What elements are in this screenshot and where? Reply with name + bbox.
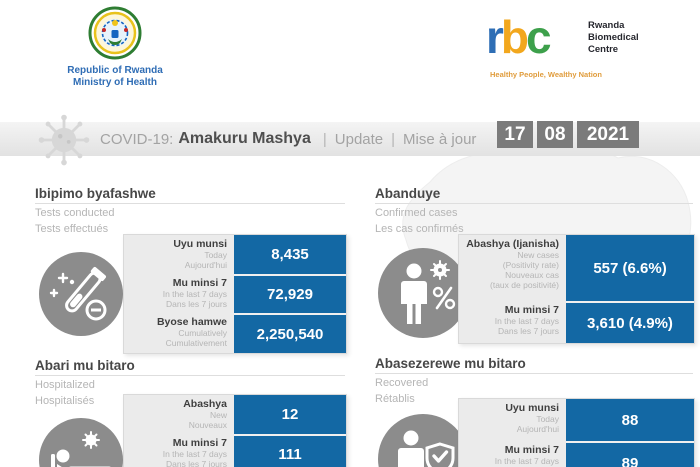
divider <box>35 375 345 376</box>
row-label: Mu minsi 7 <box>504 304 559 316</box>
row-label: Byose hamwe <box>156 316 227 328</box>
section-subtitle-en: Recovered <box>375 377 429 389</box>
section-subtitle-fr: Rétablis <box>375 393 415 405</box>
section-title: Abari mu bitaro <box>35 358 135 373</box>
divider <box>35 203 345 204</box>
hospitalized-data-card: Abashya New Nouveaux 12 Mu minsi 7 In th… <box>123 394 347 467</box>
row-value: 8,435 <box>234 235 346 274</box>
data-row: Mu minsi 7 In the last 7 days Dans les 7… <box>459 301 694 343</box>
row-label: Mu minsi 7 <box>504 444 559 456</box>
virus-icon <box>34 110 94 175</box>
banner-covid-label: COVID-19: <box>100 130 174 148</box>
section-title: Abasezerewe mu bitaro <box>375 356 526 371</box>
person-shield-icon <box>378 414 468 467</box>
data-row: Uyu munsi Today Aujourd'hui 8,435 <box>124 235 346 274</box>
row-label: Mu minsi 7 <box>172 437 227 449</box>
banner-text: COVID-19: Amakuru Mashya | Update | Mise à jo… <box>100 130 477 148</box>
confirmed-data-card: Abashya (Ijanisha) New cases (Positivity… <box>458 234 695 344</box>
section-confirmed: Abanduye Confirmed cases Les cas confirm… <box>375 186 695 344</box>
person-virus-icon <box>378 248 468 338</box>
row-value: 111 <box>234 434 346 467</box>
rbc-logo-letters: rbc <box>486 11 552 63</box>
date-month: 08 <box>537 121 573 148</box>
divider <box>375 373 693 374</box>
section-title: Abanduye <box>375 186 441 201</box>
banner-update-label: Update <box>334 130 384 148</box>
test-tube-icon <box>39 252 123 336</box>
row-value: 72,929 <box>234 274 346 313</box>
rbc-tagline: Healthy People, Wealthy Nation <box>490 70 602 79</box>
update-banner: COVID-19: Amakuru Mashya | Update | Mise à jo… <box>0 114 700 166</box>
section-subtitle-en: Confirmed cases <box>375 207 458 219</box>
tests-data-card: Uyu munsi Today Aujourd'hui 8,435 Mu min… <box>123 234 347 354</box>
hospital-bed-icon <box>39 418 123 467</box>
row-value: 88 <box>566 399 694 441</box>
data-row: Abashya New Nouveaux 12 <box>124 395 346 434</box>
data-row: Byose hamwe Cumulatively Cumulativement … <box>124 313 346 353</box>
row-label: Uyu munsi <box>173 238 227 250</box>
date-year: 2021 <box>577 121 639 148</box>
ministry-name-line2: Ministry of Health <box>73 77 157 88</box>
section-title: Ibipimo byafashwe <box>35 186 156 201</box>
row-value: 2,250,540 <box>234 313 346 353</box>
section-tests: Ibipimo byafashwe Tests conducted Tests … <box>35 186 347 354</box>
data-row: Uyu munsi Today Aujourd'hui 88 <box>459 399 694 441</box>
row-value: 12 <box>234 395 346 434</box>
ministry-name-line1: Republic of Rwanda <box>67 65 163 76</box>
ministry-of-health-logo: Republic of Rwanda Ministry of Health <box>55 6 175 89</box>
section-hospitalized: Abari mu bitaro Hospitalized Hospitalisé… <box>35 358 347 467</box>
banner-title: Amakuru Mashya <box>178 130 311 147</box>
date-day: 17 <box>497 121 533 148</box>
banner-mise-label: Mise à jour <box>403 130 477 148</box>
data-row: Mu minsi 7 In the last 7 days Dans les 7… <box>124 274 346 313</box>
section-subtitle-en: Hospitalized <box>35 379 95 391</box>
rbc-name: Rwanda Biomedical Centre <box>588 20 639 55</box>
rbc-logo: rbc Rwanda Biomedical Centre Healthy Peo… <box>486 10 686 79</box>
row-label: Abashya (Ijanisha) <box>466 238 559 250</box>
section-recovered: Abasezerewe mu bitaro Recovered Rétablis… <box>375 356 695 467</box>
divider <box>375 203 693 204</box>
row-value: 557 (6.6%) <box>566 235 694 301</box>
data-row: Mu minsi 7 In the last 7 days Dans les 7… <box>459 441 694 467</box>
data-row: Mu minsi 7 In the last 7 days Dans les 7… <box>124 434 346 467</box>
section-subtitle-fr: Les cas confirmés <box>375 223 464 235</box>
recovered-data-card: Uyu munsi Today Aujourd'hui 88 Mu minsi … <box>458 398 695 467</box>
section-subtitle-en: Tests conducted <box>35 207 115 219</box>
rwanda-coat-of-arms-icon <box>88 6 142 65</box>
data-row: Abashya (Ijanisha) New cases (Positivity… <box>459 235 694 301</box>
section-subtitle-fr: Tests effectués <box>35 223 109 235</box>
row-value: 89 <box>566 441 694 467</box>
section-subtitle-fr: Hospitalisés <box>35 395 95 407</box>
row-label: Uyu munsi <box>505 402 559 414</box>
update-date: 17 08 2021 <box>497 121 643 148</box>
row-label: Abashya <box>183 398 227 410</box>
row-value: 3,610 (4.9%) <box>566 301 694 343</box>
row-label: Mu minsi 7 <box>172 277 227 289</box>
